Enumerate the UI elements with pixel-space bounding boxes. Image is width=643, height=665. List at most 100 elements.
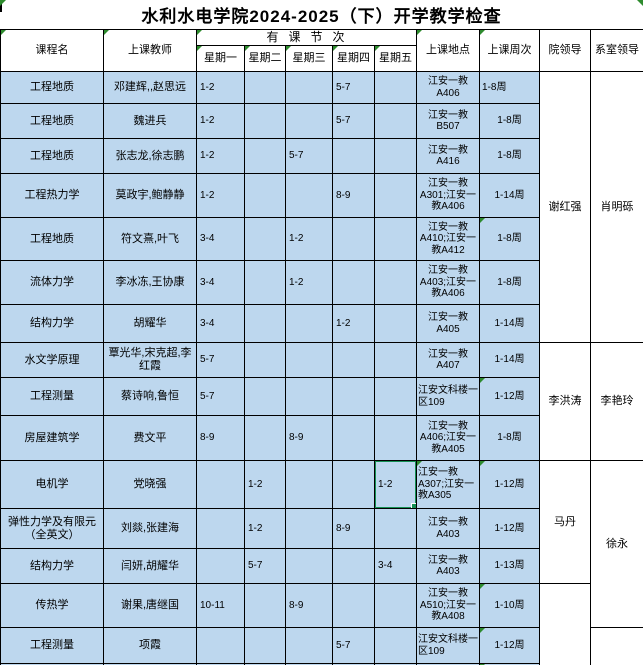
cell-tue[interactable] [244,260,286,305]
cell-fri[interactable] [374,508,417,549]
cell-fri[interactable] [374,138,417,174]
cell-college-leader[interactable]: 谢红强 [539,71,591,343]
cell-location[interactable]: 江安一教A406 [416,71,480,104]
header-thursday[interactable]: 星期四 [332,45,375,72]
cell-mon[interactable]: 3-4 [196,304,245,343]
cell-dept-leader[interactable]: 徐永 [590,460,643,628]
cell-thu[interactable]: 5-7 [332,71,375,104]
cell-fri[interactable] [374,342,417,378]
cell-teacher[interactable]: 李冰冻,王协康 [103,260,197,305]
cell-thu[interactable]: 5-7 [332,627,375,664]
cell-course[interactable]: 弹性力学及有限元（全英文） [0,508,104,549]
cell-wed[interactable] [285,103,333,139]
cell-tue[interactable] [244,103,286,139]
cell-fri[interactable] [374,173,417,218]
header-wednesday[interactable]: 星期三 [285,45,333,72]
cell-fri[interactable] [374,103,417,139]
cell-location[interactable]: 江安一教B507 [416,103,480,139]
cell-course[interactable]: 结构力学 [0,304,104,343]
page-title[interactable]: 水利水电学院2024-2025（下）开学教学检查 [141,7,502,26]
cell-location[interactable]: 江安一教A407 [416,342,480,378]
cell-fri[interactable] [374,627,417,664]
cell-location[interactable]: 江安文科楼一区109 [416,627,480,664]
cell-teacher[interactable]: 莫政宇,鲍静静 [103,173,197,218]
cell-tue[interactable] [244,415,286,461]
cell-weeks[interactable]: 1-8周 [479,260,540,305]
cell-wed[interactable]: 8-9 [285,583,333,628]
fill-handle[interactable] [411,503,416,508]
cell-fri[interactable] [374,583,417,628]
cell-teacher[interactable]: 魏进兵 [103,103,197,139]
cell-wed[interactable] [285,71,333,104]
cell-tue[interactable] [244,304,286,343]
cell-tue[interactable] [244,71,286,104]
header-location[interactable]: 上课地点 [416,29,480,72]
header-teacher[interactable]: 上课教师 [103,29,197,72]
cell-wed[interactable]: 1-2 [285,217,333,261]
cell-teacher[interactable]: 费文平 [103,415,197,461]
cell-college-leader[interactable]: 李洪涛 [539,342,591,461]
header-tuesday[interactable]: 星期二 [244,45,286,72]
cell-thu[interactable] [332,377,375,416]
cell-wed[interactable] [285,548,333,584]
cell-weeks[interactable]: 1-12周 [479,377,540,416]
cell-course[interactable]: 房屋建筑学 [0,415,104,461]
cell-weeks[interactable]: 1-10周 [479,583,540,628]
cell-weeks[interactable]: 1-12周 [479,627,540,664]
cell-fri[interactable] [374,415,417,461]
cell-wed[interactable]: 8-9 [285,415,333,461]
cell-weeks[interactable]: 1-8周 [479,217,540,261]
cell-mon[interactable]: 1-2 [196,173,245,218]
cell-thu[interactable]: 5-7 [332,103,375,139]
cell-wed[interactable]: 5-7 [285,138,333,174]
cell-course[interactable]: 流体力学 [0,260,104,305]
cell-course[interactable]: 工程地质 [0,103,104,139]
cell-tue[interactable] [244,138,286,174]
cell-course[interactable]: 工程测量 [0,627,104,664]
cell-teacher[interactable]: 党晓强 [103,460,197,509]
cell-location[interactable]: 江安一教A416 [416,138,480,174]
cell-fri[interactable] [374,304,417,343]
header-periods-group[interactable]: 有课节次 [196,29,417,46]
cell-mon[interactable] [196,460,245,509]
cell-course[interactable]: 水文学原理 [0,342,104,378]
header-monday[interactable]: 星期一 [196,45,245,72]
cell-location[interactable]: 江安一教A403 [416,548,480,584]
cell-tue[interactable] [244,173,286,218]
cell-course[interactable]: 传热学 [0,583,104,628]
cell-teacher[interactable]: 闫妍,胡耀华 [103,548,197,584]
cell-weeks[interactable]: 1-12周 [479,460,540,509]
cell-tue[interactable]: 1-2 [244,508,286,549]
header-friday[interactable]: 星期五 [374,45,417,72]
cell-mon[interactable]: 3-4 [196,217,245,261]
cell-location[interactable]: 江安一教A403;江安一教A406 [416,260,480,305]
cell-teacher[interactable]: 覃光华,宋克超,李红霞 [103,342,197,378]
cell-location[interactable]: 江安一教A307;江安一教A305 [416,460,480,509]
cell-teacher[interactable]: 张志龙,徐志鹏 [103,138,197,174]
cell-location[interactable]: 江安文科楼一区109 [416,377,480,416]
cell-weeks[interactable]: 1-8周 [479,103,540,139]
cell-college-leader[interactable]: 马丹 [539,460,591,584]
cell-weeks[interactable]: 1-14周 [479,342,540,378]
cell-course[interactable]: 电机学 [0,460,104,509]
cell-teacher[interactable]: 蔡诗响,鲁恒 [103,377,197,416]
cell-mon[interactable]: 5-7 [196,377,245,416]
cell-tue[interactable] [244,377,286,416]
cell-tue[interactable] [244,583,286,628]
cell-weeks[interactable]: 1-12周 [479,508,540,549]
cell-wed[interactable] [285,377,333,416]
header-course[interactable]: 课程名 [0,29,104,72]
cell-weeks[interactable]: 1-13周 [479,548,540,584]
cell-course[interactable]: 工程测量 [0,377,104,416]
cell-thu[interactable] [332,548,375,584]
cell-course[interactable]: 工程地质 [0,217,104,261]
cell-mon[interactable]: 10-11 [196,583,245,628]
cell-thu[interactable] [332,415,375,461]
cell-wed[interactable] [285,173,333,218]
cell-location[interactable]: 江安一教A410;江安一教A412 [416,217,480,261]
cell-teacher[interactable]: 符文熹,叶飞 [103,217,197,261]
cell-thu[interactable]: 8-9 [332,173,375,218]
cell-mon[interactable]: 3-4 [196,260,245,305]
cell-mon[interactable]: 8-9 [196,415,245,461]
cell-mon[interactable]: 1-2 [196,71,245,104]
